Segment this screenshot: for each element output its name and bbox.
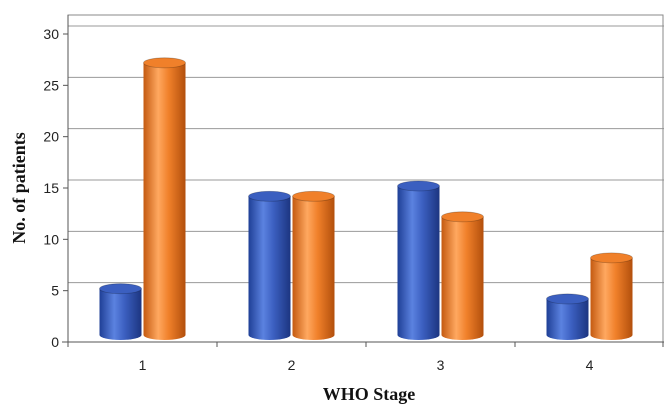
y-axis-title: No. of patients	[9, 132, 29, 244]
bar-body	[143, 62, 186, 341]
x-tick-label: 2	[288, 357, 296, 373]
bar-top-cap	[248, 190, 291, 202]
y-tick-label: 15	[43, 180, 59, 196]
bar-1-series-2	[143, 57, 186, 341]
y-axis-ticks: 0 5 10 15 20 25 30	[43, 26, 68, 350]
bar-4-series-2	[590, 252, 633, 340]
bar-body	[441, 216, 484, 340]
bar-body	[248, 196, 291, 340]
bar-top-cap	[590, 252, 633, 264]
x-tick-label: 4	[586, 357, 594, 373]
bar-top-cap	[99, 283, 142, 295]
bar-top-cap	[292, 190, 335, 202]
bar-body	[546, 298, 589, 340]
bar-1-series-1	[99, 283, 142, 340]
bar-top-cap	[546, 293, 589, 305]
y-tick-label: 10	[43, 231, 59, 247]
y-tick-label: 30	[43, 26, 59, 42]
x-axis-ticks: 1 2 3 4	[67, 342, 664, 373]
bar-3-series-2	[441, 211, 484, 340]
bar-body	[397, 186, 440, 340]
x-tick-label: 3	[437, 357, 445, 373]
y-tick-label: 25	[43, 77, 59, 93]
y-tick-label: 5	[51, 283, 59, 299]
bar-4-series-1	[546, 293, 589, 340]
y-tick-label: 20	[43, 129, 59, 145]
bar-body	[292, 196, 335, 340]
x-axis-title: WHO Stage	[323, 384, 416, 404]
bar-body	[590, 257, 633, 340]
bar-top-cap	[441, 211, 484, 223]
bar-top-cap	[397, 180, 440, 192]
bar-3-series-1	[397, 180, 440, 340]
bars	[99, 57, 633, 341]
bar-body	[99, 288, 142, 340]
bar-2-series-1	[248, 190, 291, 340]
y-tick-label: 0	[51, 334, 59, 350]
bar-2-series-2	[292, 190, 335, 340]
bar-top-cap	[143, 57, 186, 69]
x-tick-label: 1	[139, 357, 147, 373]
